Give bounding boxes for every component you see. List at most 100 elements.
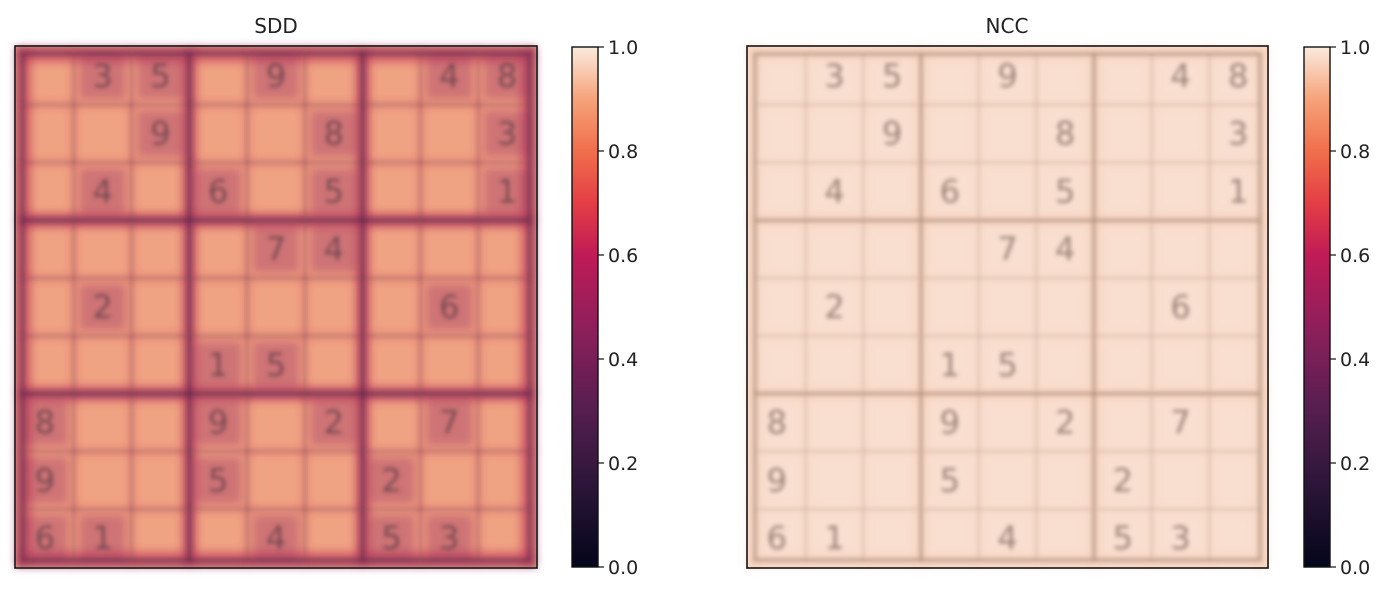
sdd-title: SDD <box>254 14 298 38</box>
sdd-digit: 8 <box>324 115 344 153</box>
sdd-digit-halo <box>252 341 300 388</box>
sdd-colorbar-gradient <box>571 46 599 568</box>
sdd-digit-halo <box>137 52 184 99</box>
sdd-digit: 1 <box>497 172 517 210</box>
ncc-heatmap: 3 5 9 4 89 8 34 6 5 17 42 61 58 9 2 79 5 26 1 4 5 3 <box>748 47 1267 567</box>
sdd-grid-lines <box>21 52 531 562</box>
sdd-digit: 6 <box>208 172 228 210</box>
sdd-colorbar-tick-label: 0.6 <box>608 245 638 267</box>
ncc-digit: 9 <box>882 115 902 153</box>
sdd-digit: 5 <box>266 346 286 384</box>
sdd-digit-halo <box>195 168 242 215</box>
ncc-colorbar-tick-label: 0.4 <box>1340 349 1370 371</box>
sdd-digit: 5 <box>324 172 344 210</box>
ncc-digit: 9 <box>940 404 960 442</box>
sdd-digit: 1 <box>208 346 228 384</box>
sdd-digit-halo <box>21 399 68 446</box>
ncc-heatmap-background <box>748 47 1267 567</box>
sdd-panel: SDD 3 5 9 4 89 8 34 6 5 17 42 61 58 9 2 79 5 26 1 4 5 3 0.00.… <box>14 14 638 579</box>
ncc-title: NCC <box>986 14 1029 38</box>
ncc-axes-frame <box>746 45 1269 569</box>
sdd-box-hband <box>16 47 536 54</box>
sdd-digit-halo <box>484 168 531 215</box>
sdd-digit: 9 <box>266 57 286 95</box>
ncc-digit: 8 <box>767 404 787 442</box>
sdd-digit: 6 <box>35 519 55 557</box>
sdd-digit-halo <box>195 457 242 504</box>
ncc-colorbar-tick-label: 0.0 <box>1340 557 1370 579</box>
sdd-digit: 4 <box>324 230 344 268</box>
sdd-digit-halo <box>310 399 357 446</box>
sdd-digit-halo <box>79 168 126 215</box>
sdd-box-vband <box>529 47 536 567</box>
sdd-digit: 7 <box>266 230 286 268</box>
ncc-digit: 1 <box>940 346 960 384</box>
sdd-digit: 3 <box>439 519 459 557</box>
sdd-digit-halo <box>137 110 184 157</box>
ncc-digit: 2 <box>1113 461 1133 499</box>
ncc-grid-lines <box>753 52 1262 562</box>
sdd-digit-halo <box>21 515 68 562</box>
ncc-digit: 5 <box>1113 519 1133 557</box>
sdd-digit-halo <box>484 110 531 157</box>
sdd-puzzle-border <box>21 52 531 562</box>
ncc-digit: 7 <box>997 230 1017 268</box>
ncc-digit: 6 <box>940 172 960 210</box>
ncc-colorbar-gradient <box>1303 46 1331 568</box>
sdd-digit: 9 <box>35 461 55 499</box>
sdd-colorbar-tick-label: 0.8 <box>608 141 638 163</box>
sdd-digit-halo <box>368 515 415 562</box>
sdd-digit: 1 <box>92 519 112 557</box>
sdd-digit-halo <box>426 515 473 562</box>
sdd-box-vband <box>16 47 23 567</box>
sdd-colorbar-tick-label: 0.0 <box>608 557 638 579</box>
sdd-digit: 5 <box>381 519 401 557</box>
ncc-digit: 3 <box>824 57 844 95</box>
sdd-digit-halo <box>195 399 242 446</box>
sdd-digit-halo <box>79 283 126 331</box>
ncc-digit: 4 <box>997 519 1017 557</box>
sdd-digit-halo <box>310 110 357 157</box>
sdd-digit-halo <box>252 52 300 99</box>
sdd-digit-halo <box>79 52 126 99</box>
sdd-digit: 3 <box>92 57 112 95</box>
ncc-puzzle-border <box>753 52 1262 562</box>
sdd-digits: 3 5 9 4 89 8 34 6 5 17 42 61 58 9 2 79 5 26 1 4 5 3 <box>35 57 518 557</box>
ncc-digit: 9 <box>767 461 787 499</box>
ncc-digit: 5 <box>940 461 960 499</box>
sdd-digit-halo <box>310 226 357 273</box>
sdd-digit: 7 <box>439 404 459 442</box>
ncc-digit: 6 <box>1170 288 1190 326</box>
ncc-colorbar-tick-label: 0.8 <box>1340 141 1370 163</box>
sdd-digit-halo <box>426 283 473 331</box>
sdd-digit: 6 <box>439 288 459 326</box>
ncc-panel: NCC 3 5 9 4 89 8 34 6 5 17 42 61 58 9 2 79 5 26 1 4 5 3 0.00.… <box>746 14 1370 579</box>
sdd-colorbar-tick-label: 0.2 <box>608 453 638 475</box>
ncc-colorbar-tick-label: 0.2 <box>1340 453 1370 475</box>
ncc-colorbar: 0.0 0.2 0.4 0.6 0.8 1.0 <box>1303 37 1370 579</box>
ncc-digit: 3 <box>1228 115 1248 153</box>
sdd-digit: 9 <box>208 404 228 442</box>
sdd-digit: 8 <box>497 57 517 95</box>
ncc-digit: 4 <box>1170 57 1190 95</box>
sdd-heatmap: 3 5 9 4 89 8 34 6 5 17 42 61 58 9 2 79 5 26 1 4 5 3 <box>16 47 536 567</box>
sdd-digit-halo <box>368 457 415 504</box>
sdd-digit-halo <box>252 515 300 562</box>
ncc-digit: 1 <box>824 519 844 557</box>
sdd-axes-frame <box>14 45 538 569</box>
sdd-colorbar-tick-label: 0.4 <box>608 349 638 371</box>
sdd-digit: 5 <box>150 57 170 95</box>
sdd-digit: 2 <box>92 288 112 326</box>
ncc-digit: 4 <box>1055 230 1075 268</box>
ncc-digit: 8 <box>1055 115 1075 153</box>
sdd-digit: 4 <box>439 57 459 95</box>
sdd-digit: 4 <box>92 172 112 210</box>
sdd-digit: 4 <box>266 519 286 557</box>
sdd-colorbar: 0.0 0.2 0.4 0.6 0.8 1.0 <box>571 37 638 579</box>
sdd-digit-halo <box>426 399 473 446</box>
ncc-digit: 8 <box>1228 57 1248 95</box>
sdd-digit: 3 <box>497 115 517 153</box>
ncc-digit: 2 <box>824 288 844 326</box>
ncc-digit: 7 <box>1170 404 1190 442</box>
